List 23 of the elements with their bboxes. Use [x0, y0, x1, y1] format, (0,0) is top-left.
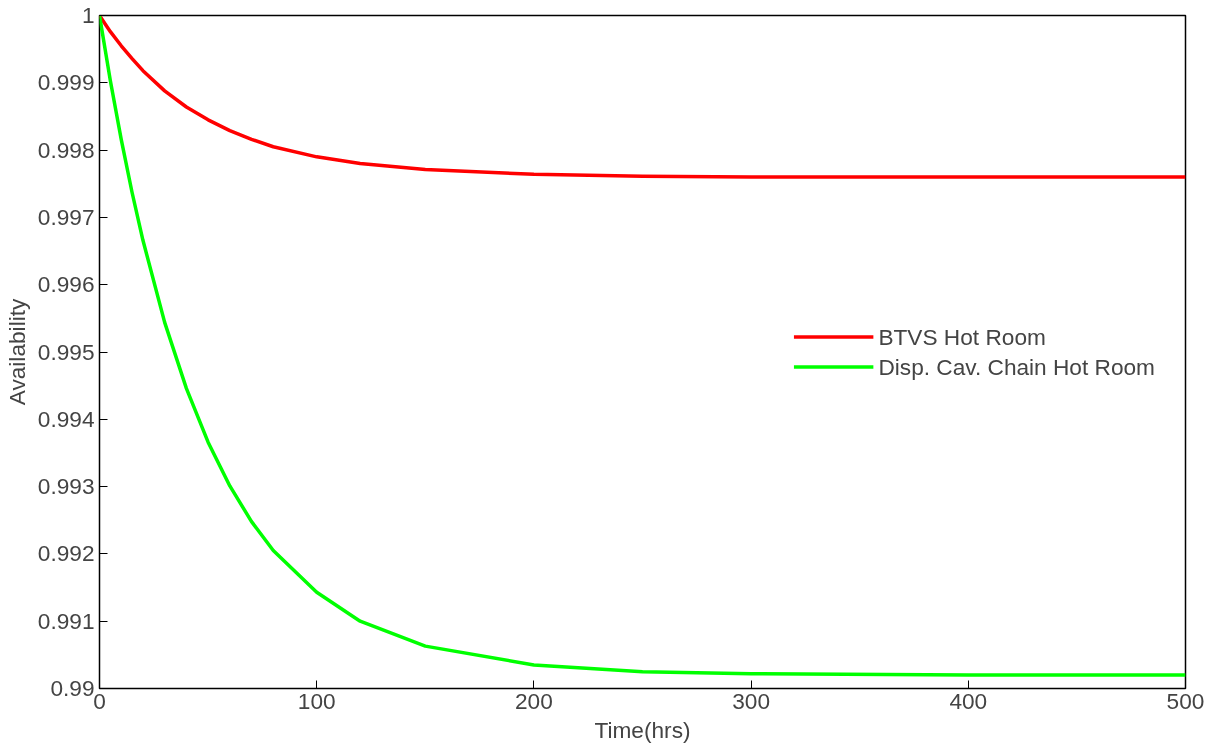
x-tick-label: 200 [515, 687, 553, 714]
x-axis-title: Time(hrs) [594, 716, 691, 743]
y-tick-label: 0.994 [37, 405, 95, 432]
y-tick-label: 0.992 [37, 540, 95, 567]
y-tick-label: 1 [81, 2, 95, 28]
y-tick-label: 0.996 [37, 271, 95, 298]
y-tick-label: 0.997 [37, 203, 95, 230]
y-tick-label: 0.998 [37, 136, 95, 163]
line-series [99, 15, 1186, 677]
y-axis-title: Availability [3, 298, 30, 406]
y-tick-label: 0.993 [37, 473, 95, 500]
y-tick-label: 0.99 [50, 675, 95, 701]
x-tick-label: 300 [732, 687, 771, 714]
x-tick-label: 100 [297, 687, 336, 714]
legend-label: Disp. Cav. Chain Hot Room [878, 353, 1155, 380]
legend-label: BTVS Hot Room [878, 323, 1046, 350]
x-tick-label: 500 [1166, 687, 1205, 714]
x-tick-label: 400 [949, 687, 988, 714]
y-tick-label: 0.995 [37, 338, 95, 365]
x-tick-label: 0 [93, 687, 106, 714]
y-tick-label: 0.991 [37, 607, 95, 634]
y-tick-label: 0.999 [37, 69, 95, 96]
line-series [99, 15, 1186, 179]
